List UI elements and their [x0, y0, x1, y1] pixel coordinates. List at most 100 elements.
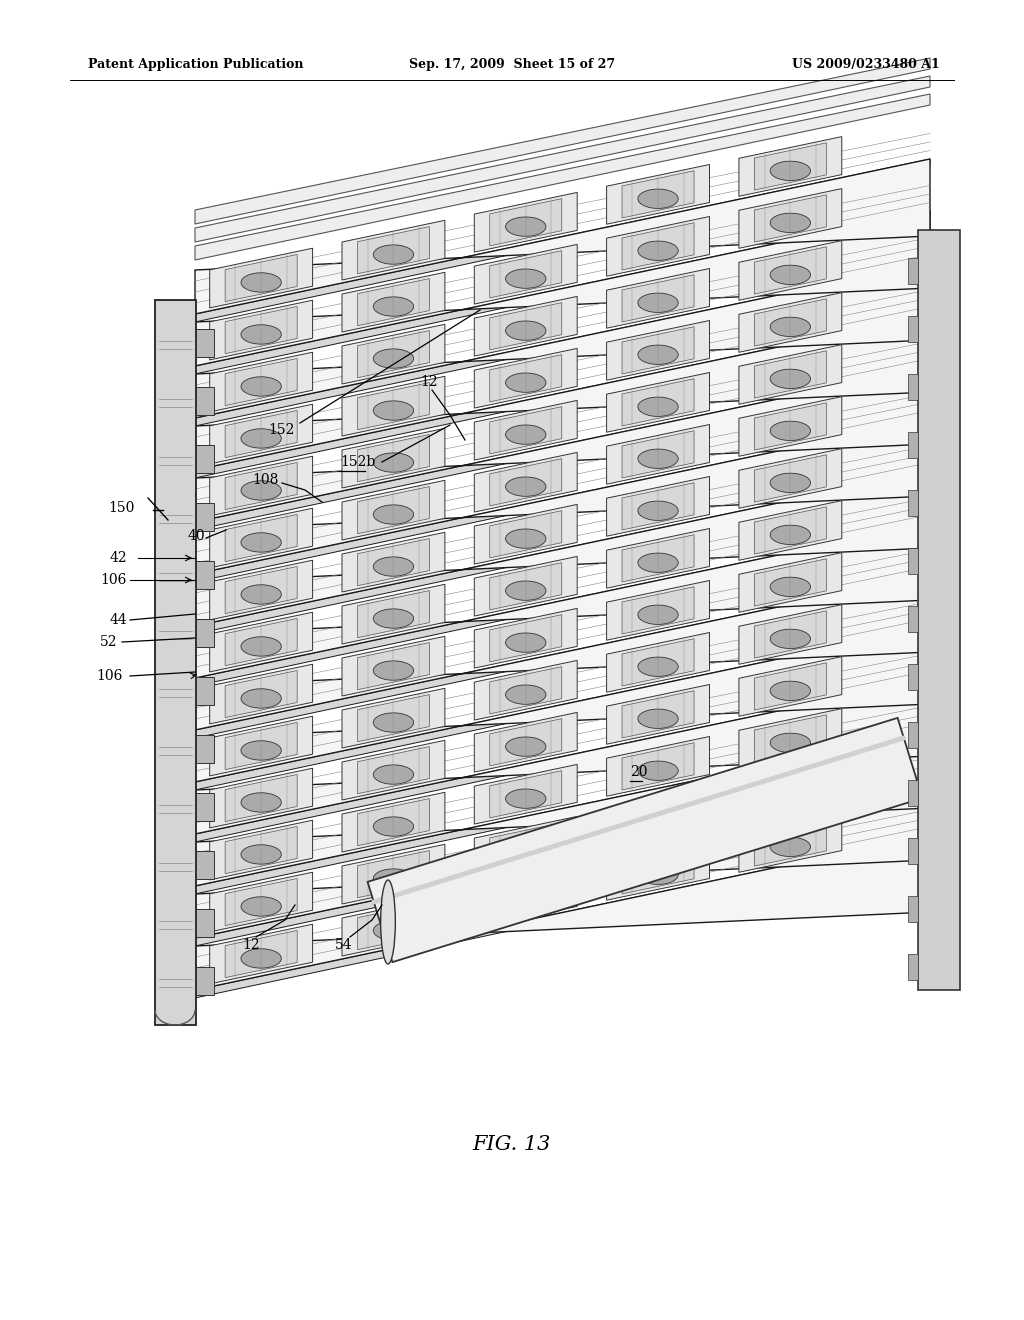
Polygon shape [195, 783, 930, 939]
Text: US 2009/0233480 A1: US 2009/0233480 A1 [793, 58, 940, 71]
Polygon shape [606, 737, 710, 796]
Polygon shape [474, 660, 578, 721]
Ellipse shape [241, 896, 282, 916]
Polygon shape [622, 535, 694, 582]
Polygon shape [225, 671, 297, 718]
Polygon shape [606, 321, 710, 380]
Polygon shape [225, 462, 297, 510]
Bar [908, 664, 918, 690]
Polygon shape [210, 508, 312, 568]
Polygon shape [739, 553, 842, 612]
Polygon shape [357, 539, 429, 586]
Bar [196, 793, 214, 821]
Polygon shape [606, 685, 710, 744]
Polygon shape [210, 457, 312, 516]
Polygon shape [357, 643, 429, 690]
Polygon shape [622, 690, 694, 738]
Polygon shape [195, 263, 930, 426]
Text: 150: 150 [108, 502, 134, 515]
Ellipse shape [241, 636, 282, 656]
Ellipse shape [506, 737, 546, 756]
Polygon shape [474, 557, 578, 616]
Ellipse shape [506, 892, 546, 912]
Ellipse shape [506, 321, 546, 341]
Polygon shape [739, 136, 842, 197]
Polygon shape [195, 211, 930, 366]
Ellipse shape [241, 585, 282, 605]
Ellipse shape [638, 762, 678, 780]
Ellipse shape [770, 317, 811, 337]
Polygon shape [225, 878, 297, 925]
Polygon shape [755, 298, 826, 346]
Ellipse shape [770, 837, 811, 857]
Polygon shape [739, 345, 842, 404]
Polygon shape [357, 747, 429, 793]
Text: 106: 106 [96, 669, 123, 682]
Polygon shape [622, 639, 694, 686]
Ellipse shape [770, 370, 811, 388]
Polygon shape [195, 94, 930, 260]
Bar [908, 780, 918, 807]
Polygon shape [622, 483, 694, 529]
Ellipse shape [241, 741, 282, 760]
Ellipse shape [374, 869, 414, 888]
Polygon shape [622, 170, 694, 218]
Bar [908, 432, 918, 458]
Ellipse shape [638, 449, 678, 469]
Polygon shape [622, 275, 694, 322]
Polygon shape [357, 590, 429, 638]
Polygon shape [755, 715, 826, 762]
Polygon shape [210, 873, 312, 932]
Polygon shape [225, 411, 297, 458]
Text: 152b: 152b [340, 455, 375, 469]
Ellipse shape [506, 216, 546, 236]
Ellipse shape [374, 609, 414, 628]
Ellipse shape [374, 713, 414, 733]
Ellipse shape [770, 421, 811, 441]
Polygon shape [195, 627, 930, 789]
Ellipse shape [374, 453, 414, 473]
Polygon shape [755, 818, 826, 866]
Ellipse shape [770, 577, 811, 597]
Polygon shape [210, 404, 312, 463]
Bar [155, 300, 196, 1026]
Ellipse shape [241, 273, 282, 292]
Text: Patent Application Publication: Patent Application Publication [88, 58, 303, 71]
Polygon shape [739, 605, 842, 664]
Polygon shape [739, 500, 842, 560]
Bar [908, 490, 918, 516]
Polygon shape [342, 428, 444, 488]
Polygon shape [606, 372, 710, 432]
Ellipse shape [374, 246, 414, 264]
Polygon shape [195, 158, 930, 322]
Ellipse shape [506, 581, 546, 601]
Polygon shape [755, 351, 826, 399]
Ellipse shape [506, 425, 546, 445]
Polygon shape [195, 627, 930, 781]
Polygon shape [474, 348, 578, 408]
Ellipse shape [241, 793, 282, 812]
Polygon shape [606, 477, 710, 536]
Ellipse shape [374, 348, 414, 368]
Ellipse shape [770, 733, 811, 752]
Polygon shape [489, 511, 562, 558]
Polygon shape [342, 532, 444, 591]
Ellipse shape [770, 213, 811, 232]
Polygon shape [474, 244, 578, 304]
Polygon shape [739, 760, 842, 820]
Polygon shape [210, 352, 312, 412]
Ellipse shape [638, 605, 678, 624]
Text: 20: 20 [630, 766, 647, 779]
Polygon shape [195, 77, 930, 242]
Ellipse shape [506, 789, 546, 808]
Polygon shape [489, 355, 562, 401]
Polygon shape [739, 293, 842, 352]
Ellipse shape [506, 477, 546, 496]
Ellipse shape [374, 297, 414, 317]
Polygon shape [739, 189, 842, 248]
Polygon shape [489, 198, 562, 246]
Ellipse shape [638, 813, 678, 833]
Ellipse shape [241, 689, 282, 708]
Text: 44: 44 [110, 612, 128, 627]
Bar [908, 548, 918, 574]
